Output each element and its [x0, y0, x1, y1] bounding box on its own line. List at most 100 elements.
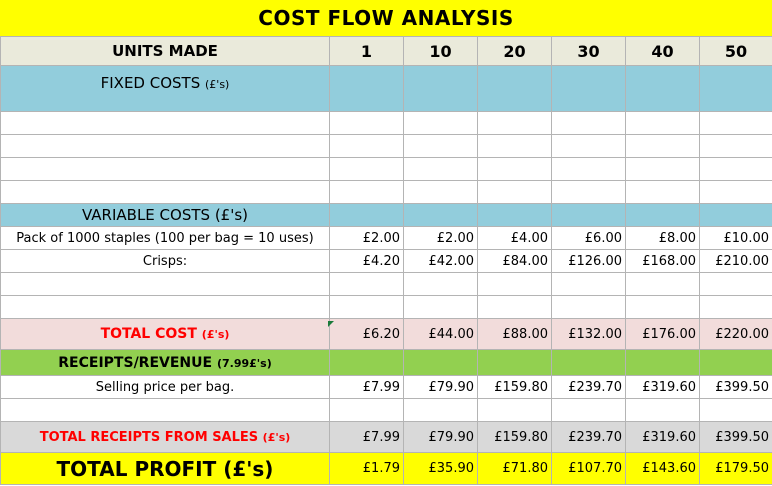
variable-costs-label[interactable]: VARIABLE COSTS (£'s)	[0, 203, 330, 227]
total-profit-cell[interactable]: £35.90	[403, 452, 478, 485]
staples-cost-cell[interactable]: £2.00	[329, 226, 404, 250]
empty-cell[interactable]	[403, 157, 478, 181]
empty-cell[interactable]	[699, 65, 772, 112]
units-made-label[interactable]: UNITS MADE	[0, 36, 330, 66]
total-cost-cell[interactable]: £132.00	[551, 318, 626, 350]
total-profit-cell[interactable]: £1.79	[329, 452, 404, 485]
staples-label[interactable]: Pack of 1000 staples (100 per bag = 10 u…	[0, 226, 330, 250]
empty-cell[interactable]	[329, 134, 404, 158]
empty-cell[interactable]	[403, 272, 478, 296]
empty-cell[interactable]	[329, 398, 404, 422]
empty-cell[interactable]	[625, 295, 700, 319]
total-receipts-cell[interactable]: £239.70	[551, 421, 626, 453]
empty-cell[interactable]	[625, 349, 700, 376]
total-cost-cell[interactable]: £176.00	[625, 318, 700, 350]
empty-cell[interactable]	[625, 111, 700, 135]
staples-cost-cell[interactable]: £10.00	[699, 226, 772, 250]
empty-cell[interactable]	[0, 295, 330, 319]
empty-cell[interactable]	[403, 134, 478, 158]
crisps-cost-cell[interactable]: £168.00	[625, 249, 700, 273]
empty-cell[interactable]	[699, 272, 772, 296]
empty-cell[interactable]	[699, 295, 772, 319]
crisps-cost-cell[interactable]: £126.00	[551, 249, 626, 273]
crisps-cost-cell[interactable]: £4.20	[329, 249, 404, 273]
crisps-label[interactable]: Crisps:	[0, 249, 330, 273]
units-cell[interactable]: 1	[329, 36, 404, 66]
total-cost-label[interactable]: TOTAL COST (£'s)	[0, 318, 330, 350]
empty-cell[interactable]	[403, 295, 478, 319]
empty-cell[interactable]	[0, 180, 330, 204]
empty-cell[interactable]	[699, 134, 772, 158]
fixed-costs-label[interactable]: FIXED COSTS (£'s)	[0, 65, 330, 112]
empty-cell[interactable]	[329, 180, 404, 204]
empty-cell[interactable]	[329, 295, 404, 319]
units-cell[interactable]: 20	[477, 36, 552, 66]
empty-cell[interactable]	[329, 349, 404, 376]
empty-cell[interactable]	[625, 134, 700, 158]
empty-cell[interactable]	[699, 203, 772, 227]
empty-cell[interactable]	[551, 134, 626, 158]
empty-cell[interactable]	[551, 295, 626, 319]
staples-cost-cell[interactable]: £2.00	[403, 226, 478, 250]
empty-cell[interactable]	[477, 65, 552, 112]
units-cell[interactable]: 50	[699, 36, 772, 66]
crisps-cost-cell[interactable]: £210.00	[699, 249, 772, 273]
empty-cell[interactable]	[699, 111, 772, 135]
revenue-label[interactable]: RECEIPTS/REVENUE (7.99£'s)	[0, 349, 330, 376]
empty-cell[interactable]	[551, 349, 626, 376]
empty-cell[interactable]	[329, 65, 404, 112]
empty-cell[interactable]	[329, 157, 404, 181]
empty-cell[interactable]	[329, 111, 404, 135]
total-profit-cell[interactable]: £179.50	[699, 452, 772, 485]
empty-cell[interactable]	[0, 157, 330, 181]
total-receipts-cell[interactable]: £399.50	[699, 421, 772, 453]
empty-cell[interactable]	[477, 295, 552, 319]
empty-cell[interactable]	[551, 272, 626, 296]
empty-cell[interactable]	[403, 349, 478, 376]
selling-price-cell[interactable]: £79.90	[403, 375, 478, 399]
staples-cost-cell[interactable]: £6.00	[551, 226, 626, 250]
total-profit-label[interactable]: TOTAL PROFIT (£'s)	[0, 452, 330, 485]
empty-cell[interactable]	[329, 203, 404, 227]
empty-cell[interactable]	[477, 349, 552, 376]
total-receipts-label[interactable]: TOTAL RECEIPTS FROM SALES (£'s)	[0, 421, 330, 453]
empty-cell[interactable]	[403, 180, 478, 204]
empty-cell[interactable]	[0, 134, 330, 158]
crisps-cost-cell[interactable]: £42.00	[403, 249, 478, 273]
empty-cell[interactable]	[477, 111, 552, 135]
empty-cell[interactable]	[0, 111, 330, 135]
empty-cell[interactable]	[403, 203, 478, 227]
selling-price-cell[interactable]: £7.99	[329, 375, 404, 399]
units-cell[interactable]: 40	[625, 36, 700, 66]
selling-price-cell[interactable]: £159.80	[477, 375, 552, 399]
empty-cell[interactable]	[477, 203, 552, 227]
total-cost-cell[interactable]: £220.00	[699, 318, 772, 350]
empty-cell[interactable]	[403, 398, 478, 422]
total-profit-cell[interactable]: £107.70	[551, 452, 626, 485]
empty-cell[interactable]	[403, 111, 478, 135]
empty-cell[interactable]	[329, 272, 404, 296]
empty-cell[interactable]	[477, 157, 552, 181]
selling-price-cell[interactable]: £399.50	[699, 375, 772, 399]
empty-cell[interactable]	[403, 65, 478, 112]
empty-cell[interactable]	[477, 134, 552, 158]
selling-price-cell[interactable]: £239.70	[551, 375, 626, 399]
empty-cell[interactable]	[477, 180, 552, 204]
empty-cell[interactable]	[551, 180, 626, 204]
staples-cost-cell[interactable]: £8.00	[625, 226, 700, 250]
empty-cell[interactable]	[0, 272, 330, 296]
empty-cell[interactable]	[551, 111, 626, 135]
empty-cell[interactable]	[551, 65, 626, 112]
empty-cell[interactable]	[625, 157, 700, 181]
empty-cell[interactable]	[699, 349, 772, 376]
total-cost-cell[interactable]: £6.20	[329, 318, 404, 350]
sheet-title[interactable]: COST FLOW ANALYSIS	[0, 0, 772, 37]
empty-cell[interactable]	[625, 65, 700, 112]
empty-cell[interactable]	[625, 272, 700, 296]
units-cell[interactable]: 30	[551, 36, 626, 66]
total-receipts-cell[interactable]: £79.90	[403, 421, 478, 453]
empty-cell[interactable]	[625, 203, 700, 227]
units-cell[interactable]: 10	[403, 36, 478, 66]
empty-cell[interactable]	[699, 398, 772, 422]
total-cost-cell[interactable]: £44.00	[403, 318, 478, 350]
